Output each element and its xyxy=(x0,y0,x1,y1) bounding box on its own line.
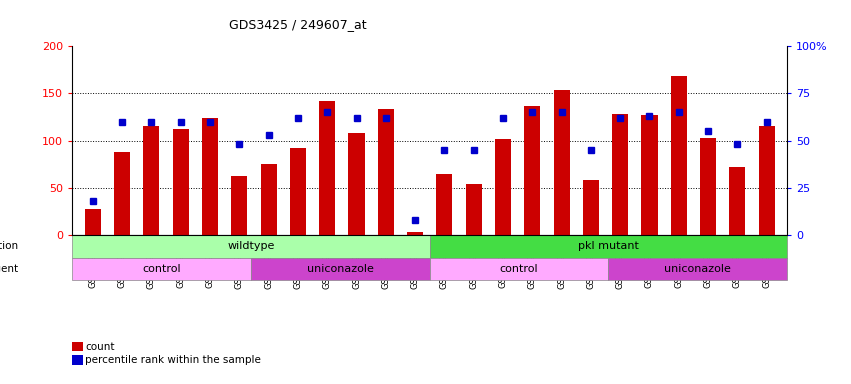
Bar xyxy=(553,91,569,235)
Bar xyxy=(671,76,687,235)
Bar xyxy=(642,115,658,235)
Bar xyxy=(495,139,511,235)
Text: GDS3425 / 249607_at: GDS3425 / 249607_at xyxy=(229,18,367,31)
Bar xyxy=(348,133,364,235)
Bar xyxy=(524,106,540,235)
Bar xyxy=(729,167,745,235)
Text: wildtype: wildtype xyxy=(227,241,275,251)
Bar xyxy=(85,209,101,235)
Bar xyxy=(260,164,277,235)
Bar xyxy=(430,235,787,258)
Text: uniconazole: uniconazole xyxy=(665,264,731,274)
Bar xyxy=(143,126,159,235)
Bar xyxy=(758,126,774,235)
Bar xyxy=(378,109,394,235)
Text: control: control xyxy=(500,264,539,274)
Text: genotype/variation: genotype/variation xyxy=(0,241,19,251)
Bar xyxy=(231,176,248,235)
Text: uniconazole: uniconazole xyxy=(307,264,374,274)
Bar xyxy=(290,148,306,235)
Bar xyxy=(72,258,251,280)
Bar xyxy=(430,258,608,280)
Text: pkl mutant: pkl mutant xyxy=(578,241,639,251)
Bar xyxy=(202,118,218,235)
Bar xyxy=(114,152,130,235)
Bar xyxy=(465,184,482,235)
Bar xyxy=(608,258,787,280)
Bar xyxy=(700,138,717,235)
Bar xyxy=(407,232,423,235)
Bar xyxy=(251,258,430,280)
Bar xyxy=(319,101,335,235)
Bar xyxy=(173,129,189,235)
Text: control: control xyxy=(142,264,181,274)
Text: agent: agent xyxy=(0,264,19,274)
Bar xyxy=(437,174,453,235)
Bar xyxy=(612,114,628,235)
Text: count: count xyxy=(85,342,115,352)
Text: percentile rank within the sample: percentile rank within the sample xyxy=(85,355,261,365)
Bar xyxy=(72,235,430,258)
Bar xyxy=(583,180,599,235)
